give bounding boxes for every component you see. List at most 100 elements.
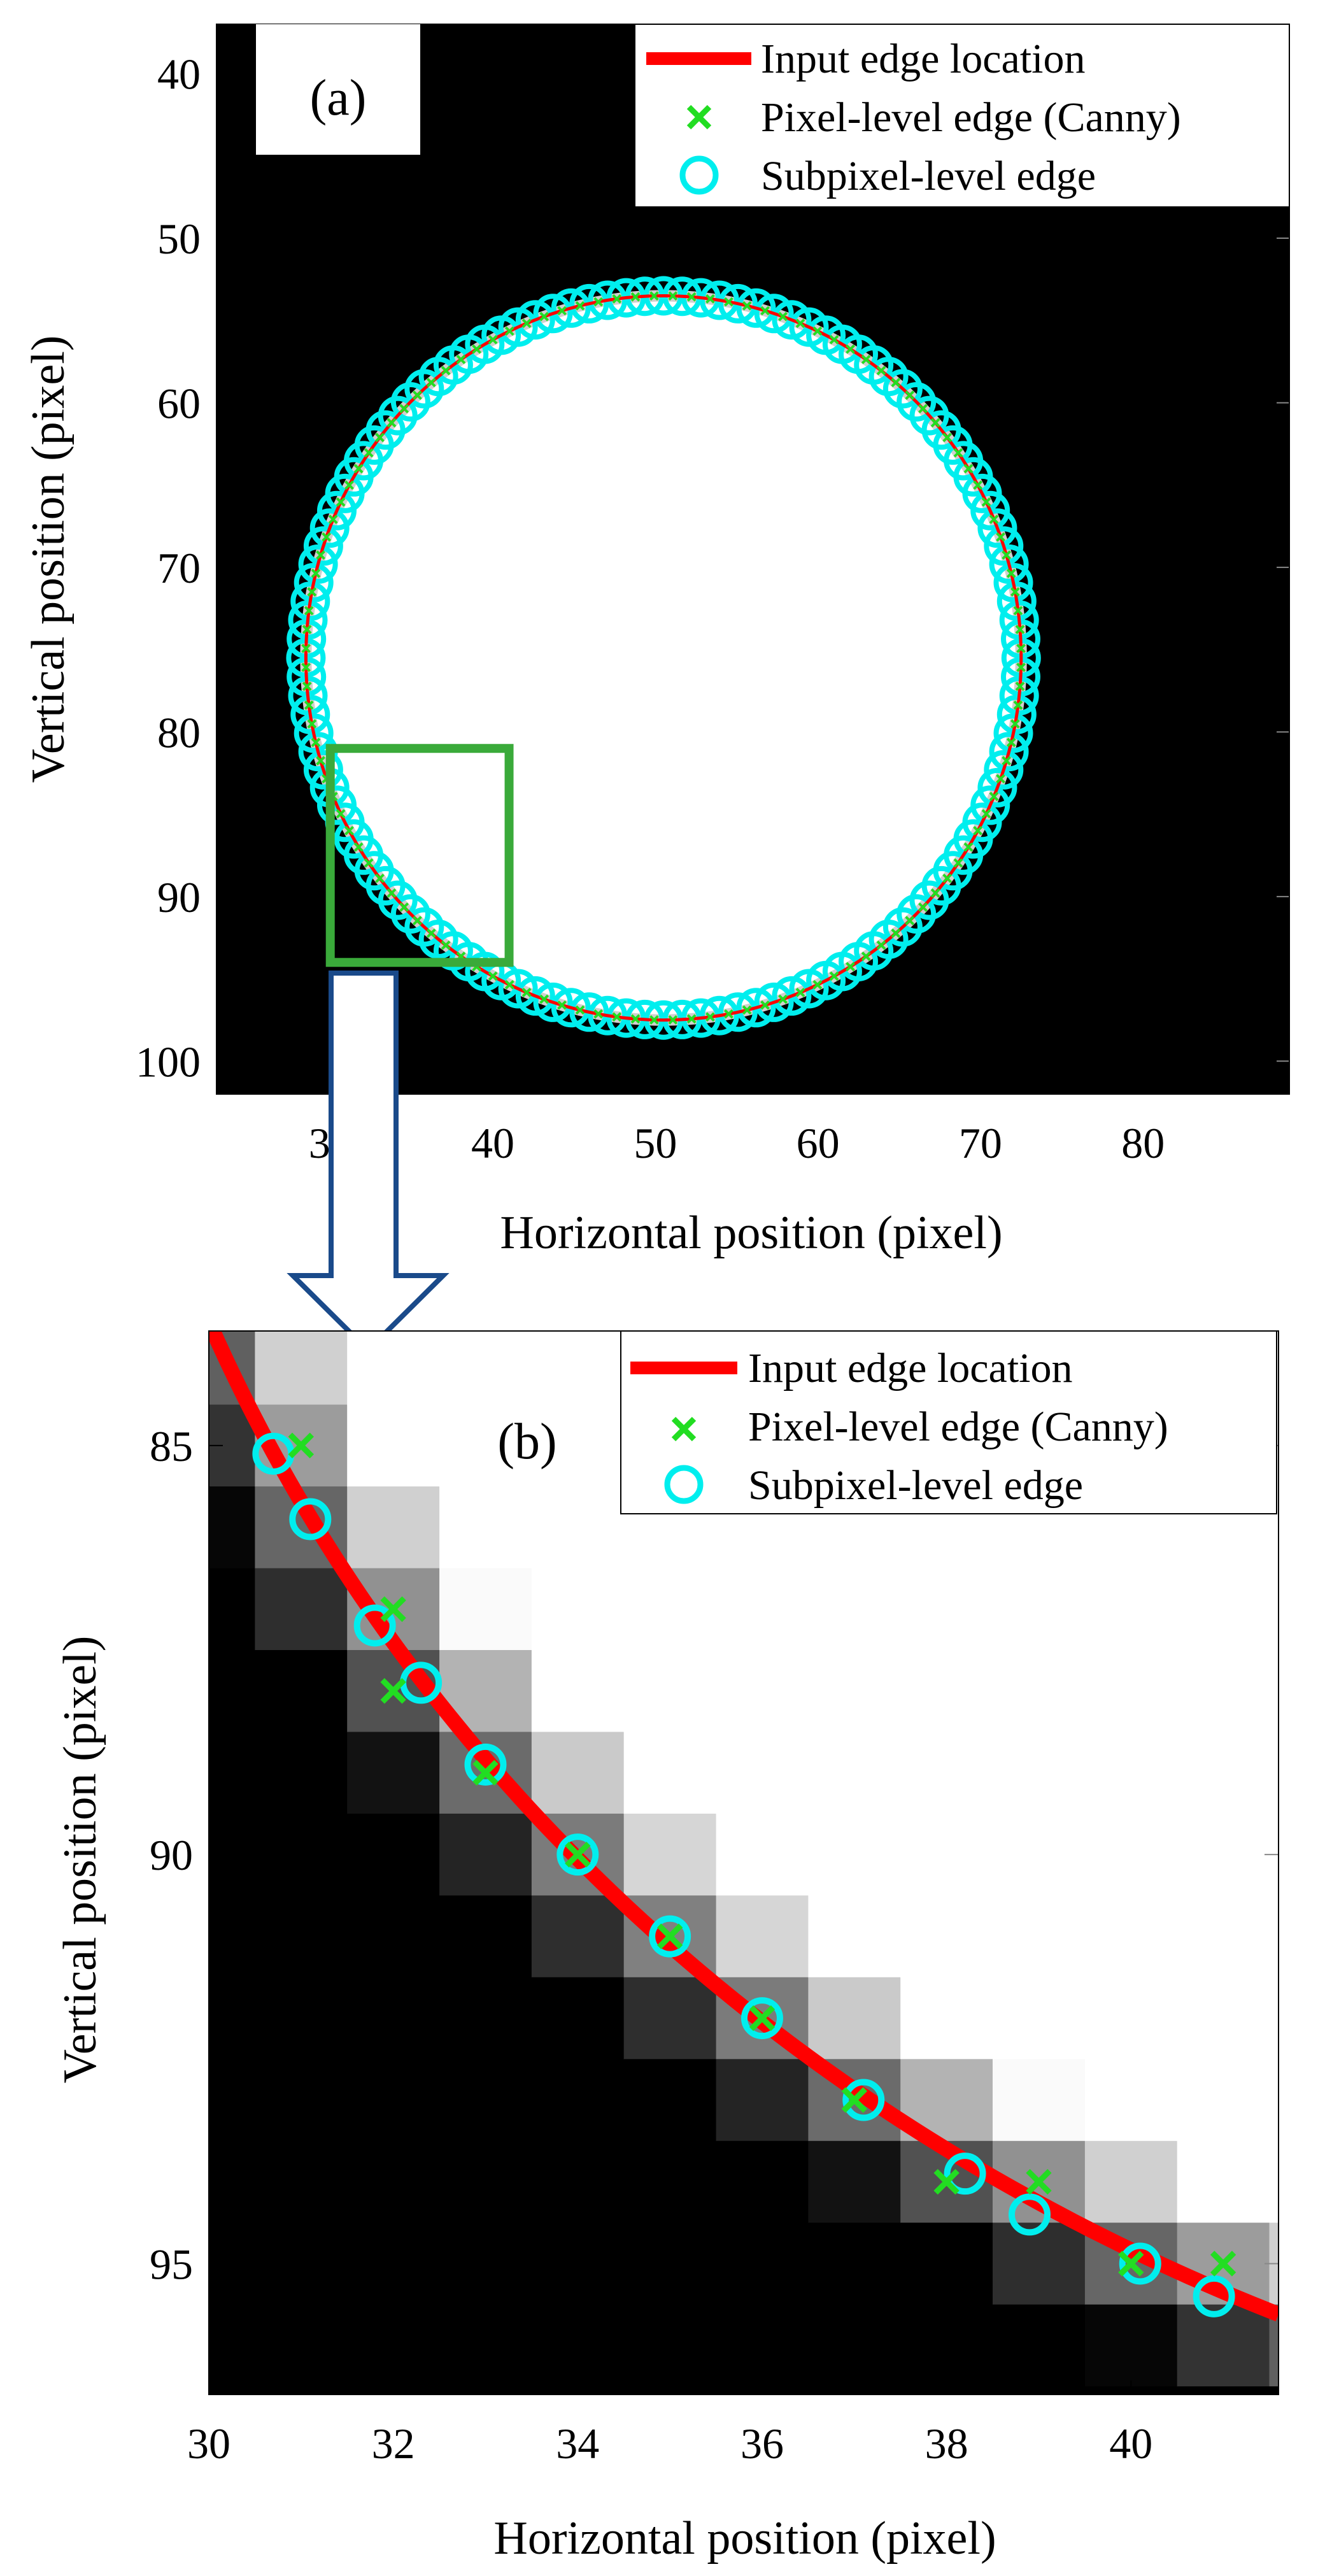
pixel-edge-point — [861, 951, 871, 962]
image-pixel — [439, 1404, 532, 1487]
pixel-edge-point — [630, 1014, 641, 1024]
pixel-edge-point — [504, 979, 514, 990]
image-pixel — [1177, 1732, 1270, 1814]
subpixel-edge-point — [1008, 2193, 1051, 2236]
pixel-edge-point — [668, 291, 678, 301]
image-pixel — [623, 2386, 717, 2395]
pixel-edge-point — [649, 1015, 659, 1025]
pixel-edge-point — [301, 643, 311, 653]
pixel-edge-point — [989, 515, 999, 524]
pixel-edge-point — [344, 480, 354, 490]
image-pixel — [439, 2304, 532, 2387]
pixel-edge-point — [963, 842, 974, 852]
subpixel-edge-point — [290, 581, 330, 622]
image-pixel — [900, 1650, 993, 1733]
subpixel-edge-point — [569, 992, 609, 1032]
subpixel-edge-point — [298, 544, 338, 584]
pixel-edge-point — [521, 318, 532, 329]
zoom-arrow-icon — [287, 971, 450, 1354]
pixel-edge-point — [539, 311, 549, 322]
subpixel-edge-point — [989, 732, 1029, 772]
panel-b-x-tick-label: 30 — [187, 2419, 230, 2468]
image-pixel — [439, 2223, 532, 2305]
image-pixel — [347, 1895, 440, 1978]
subpixel-edge-point — [944, 2153, 986, 2195]
pixel-edge-point — [705, 294, 715, 304]
pixel-edge-point — [1118, 2251, 1144, 2277]
panel-a-y-tick-label: 80 — [157, 708, 201, 757]
subpixel-edge-point — [289, 1498, 332, 1541]
subpixel-edge-point — [290, 695, 330, 734]
subpixel-edge-point — [588, 280, 628, 320]
image-pixel — [209, 1732, 255, 1814]
pixel-edge-point — [316, 756, 325, 765]
image-pixel — [808, 1732, 901, 1814]
image-pixel — [808, 2223, 901, 2305]
pixel-edge-point — [749, 2005, 776, 2032]
panel-a-x-tick-label: 80 — [1121, 1119, 1165, 1167]
image-pixel — [1269, 1732, 1279, 1814]
subpixel-edge-point — [303, 750, 343, 790]
pixel-edge-point — [846, 962, 855, 972]
image-pixel — [808, 1650, 901, 1733]
pixel-edge-point — [795, 987, 805, 997]
subpixel-edge-point — [309, 508, 350, 548]
panel-b: 30 32 34 36 38 40 85 90 95 (b) Input edge locati… — [54, 1330, 1279, 2565]
image-pixel — [993, 2059, 1086, 2142]
image-pixel — [531, 1732, 625, 1814]
subpixel-edge-point — [996, 695, 1037, 734]
pixel-edge-point — [1015, 681, 1025, 692]
image-pixel — [623, 1732, 717, 1814]
image-pixel — [623, 2304, 717, 2387]
image-pixel — [209, 1486, 255, 1569]
image-pixel — [255, 2386, 348, 2395]
subpixel-edge-point — [970, 490, 1010, 530]
pixel-edge-point — [1002, 756, 1012, 765]
panel-b-x-tick-label: 34 — [556, 2419, 599, 2468]
pixel-edge-point — [557, 306, 567, 316]
subpixel-edge-point — [556, 1833, 599, 1876]
pixel-edge-point — [778, 311, 788, 322]
pixel-edge-point — [1010, 719, 1020, 729]
image-pixel — [808, 1813, 901, 1896]
pixel-edge-point — [724, 1009, 733, 1019]
image-pixel — [531, 1404, 625, 1487]
subpixel-edge-point — [989, 544, 1029, 584]
image-pixel — [255, 1895, 348, 1978]
image-pixel — [623, 1568, 717, 1651]
image-pixel — [255, 1568, 348, 1651]
image-pixel — [255, 2140, 348, 2223]
image-pixel — [716, 2059, 809, 2142]
subpixel-edge-point — [772, 976, 812, 1016]
panel-b-legend-box — [620, 1330, 1277, 1514]
pixel-edge-point — [656, 1923, 683, 1949]
pixel-edge-point — [778, 994, 788, 1004]
panel-a-legend: Input edge location Pixel-level edge (Ca… — [634, 24, 1290, 208]
pixel-edge-point — [302, 625, 312, 634]
pixel-edge-point — [1010, 587, 1020, 597]
image-pixel — [439, 1486, 532, 1569]
pixel-edge-point — [973, 825, 983, 836]
legend-a-input-edge: Input edge location — [761, 36, 1086, 82]
pixel-edge-point — [472, 344, 482, 354]
pixel-edge-point — [841, 2087, 867, 2113]
image-pixel — [993, 2386, 1086, 2395]
subpixel-edge-point — [699, 995, 739, 1035]
subpixel-edge-point — [390, 894, 430, 934]
image-pixel — [993, 1732, 1086, 1814]
image-pixel — [347, 1486, 440, 1569]
pixel-edge-point — [413, 390, 422, 401]
subpixel-edge-point — [842, 2079, 885, 2121]
image-pixel — [1177, 2059, 1270, 2142]
pixel-edge-point — [953, 858, 963, 868]
pixel-edge-point — [829, 971, 839, 981]
panel-a-image — [286, 276, 1041, 1040]
pixel-edge-point — [1013, 606, 1023, 616]
subpixel-edge-point — [909, 880, 949, 920]
panel-a-y-tick-label: 60 — [157, 379, 201, 427]
legend-a-subpixel-edge: Subpixel-level edge — [761, 153, 1096, 199]
pixel-edge-point — [1210, 2251, 1236, 2277]
image-pixel — [1177, 2386, 1270, 2395]
image-pixel — [255, 1732, 348, 1814]
pixel-edge-point — [891, 929, 901, 938]
